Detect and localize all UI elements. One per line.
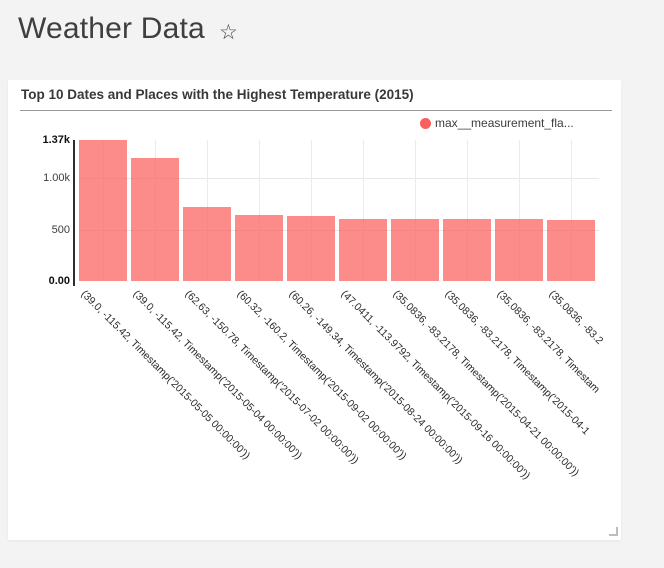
- gridline-vertical: [310, 140, 312, 281]
- x-tick-label: (35.0836, -83.2178, Timestamp('2015-04-2…: [390, 288, 582, 479]
- y-tick-label: 1.00k: [43, 172, 70, 185]
- bar[interactable]: [287, 215, 335, 281]
- bar[interactable]: [235, 215, 283, 281]
- legend-item[interactable]: max__measurement_fla...: [420, 116, 574, 130]
- gridline-vertical: [258, 140, 260, 281]
- app-title: Weather Data: [18, 12, 205, 45]
- x-tick-label: (60.26, -149.34, Timestamp('2015-08-24 0…: [286, 288, 465, 467]
- gridline-vertical: [466, 140, 468, 281]
- bar[interactable]: [79, 140, 127, 281]
- bar[interactable]: [495, 219, 543, 281]
- title-divider: [20, 110, 612, 111]
- legend-label: max__measurement_fla...: [435, 116, 574, 130]
- gridline-vertical: [414, 140, 416, 281]
- x-tick-label: (35.0836, -83.2178, Timestam: [494, 288, 603, 396]
- gridline-vertical: [362, 140, 364, 281]
- y-tick-label: 1.37k: [42, 134, 70, 146]
- x-tick-label: (62.63, -150.78, Timestamp('2015-07-02 0…: [182, 288, 361, 467]
- y-axis: 1.37k 1.00k 500 0.00: [8, 80, 70, 540]
- gridline-vertical: [518, 140, 520, 281]
- favorite-star-icon[interactable]: ☆: [218, 20, 238, 44]
- x-axis-labels: (39.0, -115.42, Timestamp('2015-05-05 00…: [8, 80, 621, 540]
- x-tick-label: (47.0411, -113.9792, Timestamp('2015-09-…: [338, 288, 533, 482]
- bar[interactable]: [547, 219, 595, 281]
- legend-marker-icon: [420, 117, 431, 129]
- app-header: Weather Data ☆: [18, 12, 238, 46]
- x-tick-label: (35.0836, -83.2: [546, 288, 606, 347]
- resize-handle[interactable]: [609, 527, 618, 536]
- chart-card: Top 10 Dates and Places with the Highest…: [8, 80, 621, 540]
- gridline-horizontal: [79, 178, 599, 180]
- bar[interactable]: [339, 218, 387, 281]
- plot-area: [79, 140, 599, 281]
- y-axis-line: [73, 140, 75, 286]
- bar[interactable]: [131, 157, 179, 281]
- bar[interactable]: [443, 219, 491, 281]
- bar[interactable]: [391, 219, 439, 281]
- chart-title: Top 10 Dates and Places with the Highest…: [21, 87, 414, 102]
- bar[interactable]: [183, 206, 231, 281]
- y-tick-label: 0.00: [48, 275, 70, 287]
- y-tick-label: 500: [51, 223, 70, 236]
- gridline-vertical: [570, 140, 572, 281]
